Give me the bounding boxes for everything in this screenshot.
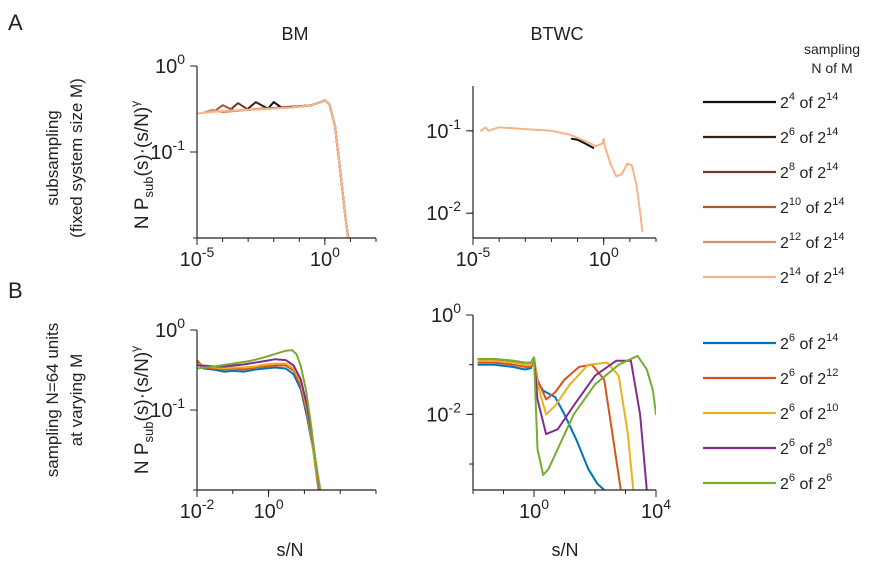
xlabel-bm: s/N xyxy=(277,540,304,560)
legend-b-entry-2: 26 of 210 xyxy=(780,402,838,423)
row-label-b-line2: at varying M xyxy=(67,354,86,447)
legend-a-title-line1: sampling xyxy=(804,41,860,57)
ylabel-b: N Psub(s)·(s/N)γ xyxy=(128,346,156,474)
chart0-ytick-label-0: 100 xyxy=(155,51,185,78)
chart0-series-0 xyxy=(267,99,350,238)
ylabel-a: N Psub(s)·(s/N)γ xyxy=(128,101,156,229)
chart1-xtick-label-1: 100 xyxy=(589,244,619,271)
chart0-xtick-label-0: 10-5 xyxy=(180,244,215,271)
chart1-ytick-label-0: 10-1 xyxy=(426,116,461,143)
chart3-series-3 xyxy=(477,356,648,490)
plot-b-btwc: 100 104 100 10-2 xyxy=(426,300,671,523)
legend-b-entry-4: 26 of 26 xyxy=(780,472,832,493)
panel-label-b: B xyxy=(8,278,23,303)
chart2-ytick-label-0: 100 xyxy=(155,315,185,342)
panel-label-a: A xyxy=(8,10,23,35)
legend-a-entry-4: 212 of 214 xyxy=(780,231,845,252)
column-title-bm: BM xyxy=(282,24,309,44)
legend-a-entry-2: 28 of 214 xyxy=(780,161,838,182)
row-label-a-line1: subsampling xyxy=(43,110,62,205)
plot-a-btwc: 10-5 100 10-1 10-2 xyxy=(426,86,657,271)
legend-a-title-line2: N of M xyxy=(811,60,852,76)
chart2-series-3 xyxy=(197,358,321,490)
chart0-series-2 xyxy=(229,99,350,238)
chart3-xtick-label-1: 104 xyxy=(641,496,671,523)
legend-a-entry-5: 214 of 214 xyxy=(780,266,845,287)
legend-b-entry-3: 26 of 28 xyxy=(780,437,832,458)
chart0-series-5 xyxy=(197,99,350,238)
column-title-btwc: BTWC xyxy=(531,24,584,44)
chart3-series-1 xyxy=(477,358,622,490)
legend-a-entry-1: 26 of 214 xyxy=(780,126,838,147)
row-label-a-line2: (fixed system size M) xyxy=(67,78,86,238)
row-label-a: subsampling (fixed system size M) xyxy=(43,78,86,238)
chart1-ytick-label-1: 10-2 xyxy=(426,198,461,225)
row-label-b-line1: sampling N=64 units xyxy=(43,323,62,478)
chart2-series-4 xyxy=(197,349,322,490)
row-label-b: sampling N=64 units at varying M xyxy=(43,323,86,478)
chart3-series-4 xyxy=(477,354,656,476)
legend-b-entry-0: 26 of 214 xyxy=(780,332,838,353)
xlabel-btwc: s/N xyxy=(552,540,579,560)
plot-b-bm: 10-2 100 100 10-1 xyxy=(150,315,377,523)
chart1-xtick-label-0: 10-5 xyxy=(456,244,491,271)
chart3-xtick-label-0: 100 xyxy=(519,496,549,523)
chart3-series-2 xyxy=(477,358,635,490)
legend-b-entry-1: 26 of 212 xyxy=(780,367,838,388)
legend-b: 26 of 214 26 of 212 26 of 210 26 of 28 26 of… xyxy=(703,332,838,493)
legend-a: sampling N of M 24 of 214 26 of 214 28 of … xyxy=(703,41,860,287)
plot-a-bm: 10-5 100 100 10-1 xyxy=(150,51,377,271)
chart2-xtick-label-0: 10-2 xyxy=(180,496,215,523)
chart3-ytick-label-1: 10-2 xyxy=(426,399,461,426)
chart1-series-0 xyxy=(570,137,595,149)
legend-a-entry-0: 24 of 214 xyxy=(780,91,838,112)
legend-a-entry-3: 210 of 214 xyxy=(780,196,845,217)
chart0-ytick-label-1: 10-1 xyxy=(150,137,185,164)
chart3-ytick-label-0: 100 xyxy=(431,300,461,327)
chart0-series-4 xyxy=(203,99,350,238)
chart1-series-1 xyxy=(479,126,644,233)
chart2-xtick-label-1: 100 xyxy=(254,496,284,523)
chart0-xtick-label-1: 100 xyxy=(310,244,340,271)
chart0-series-3 xyxy=(213,99,350,238)
chart2-ytick-label-1: 10-1 xyxy=(150,395,185,422)
